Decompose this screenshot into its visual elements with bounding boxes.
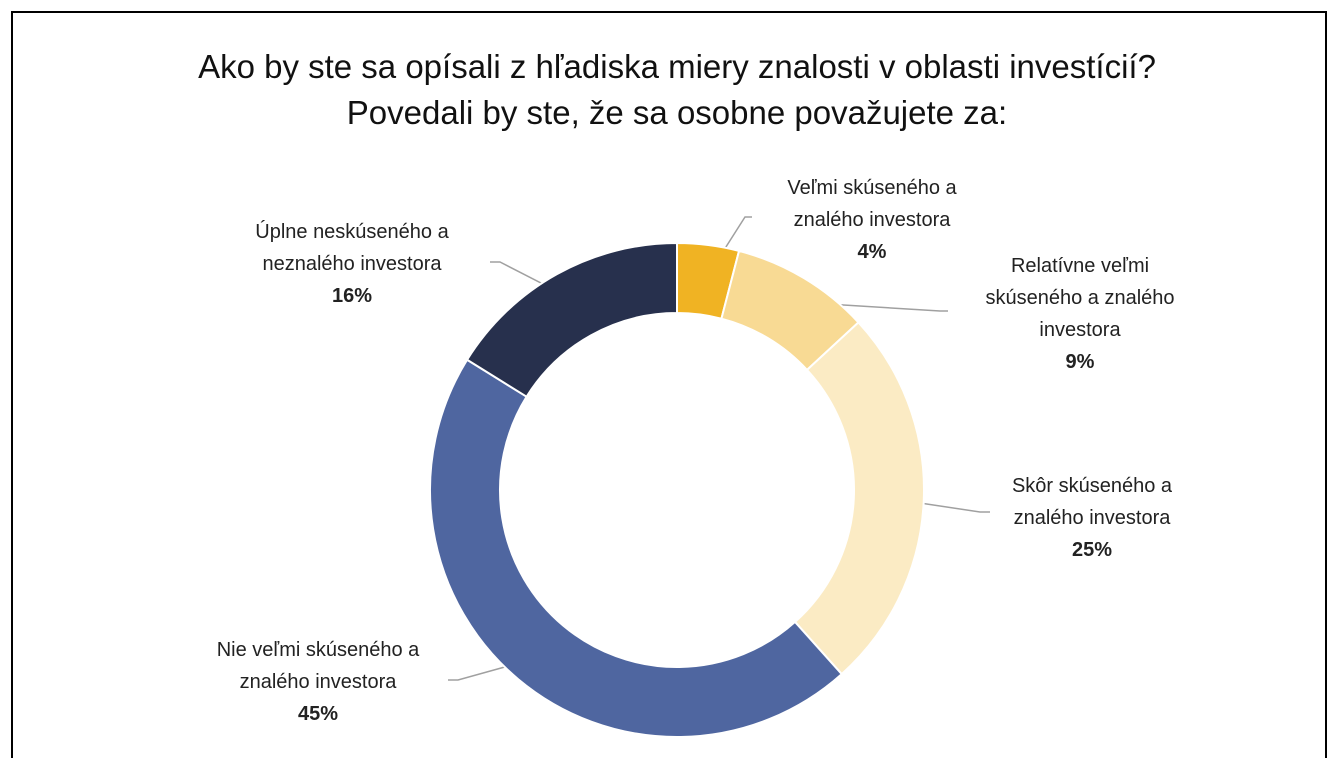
category-label: Skôr skúseného a znalého investora bbox=[1011, 475, 1173, 529]
category-label: Relatívne veľmi skúseného a znalého inve… bbox=[985, 255, 1175, 341]
leader-line bbox=[794, 301, 948, 312]
value-label: 4% bbox=[857, 241, 887, 263]
leader-lines bbox=[448, 216, 990, 681]
data-label: Relatívne veľmi skúseného a znalého inve… bbox=[975, 250, 1185, 378]
donut-slice bbox=[429, 358, 844, 738]
data-label: Nie veľmi skúseného a znalého investora 4… bbox=[198, 634, 438, 730]
value-label: 16% bbox=[331, 285, 373, 307]
data-label: Skôr skúseného a znalého investora 25% bbox=[992, 470, 1192, 566]
leader-line bbox=[899, 499, 990, 513]
chart-title: Ako by ste sa opísali z hľadiska miery z… bbox=[198, 48, 1156, 131]
category-label: Úplne neskúseného a neznalého investora bbox=[255, 221, 449, 275]
value-label: 9% bbox=[1065, 351, 1095, 373]
donut-slice bbox=[793, 320, 925, 676]
category-label: Nie veľmi skúseného a znalého investora bbox=[216, 639, 420, 693]
frame bbox=[11, 11, 1327, 758]
data-label: Veľmi skúseného a znalého investora 4% bbox=[762, 172, 982, 268]
value-label: 45% bbox=[297, 703, 339, 725]
donut-slice bbox=[465, 241, 678, 399]
value-label: 25% bbox=[1071, 539, 1113, 561]
data-label: Úplne neskúseného a neznalého investora 1… bbox=[242, 216, 462, 312]
category-label: Veľmi skúseného a znalého investora bbox=[787, 177, 957, 231]
